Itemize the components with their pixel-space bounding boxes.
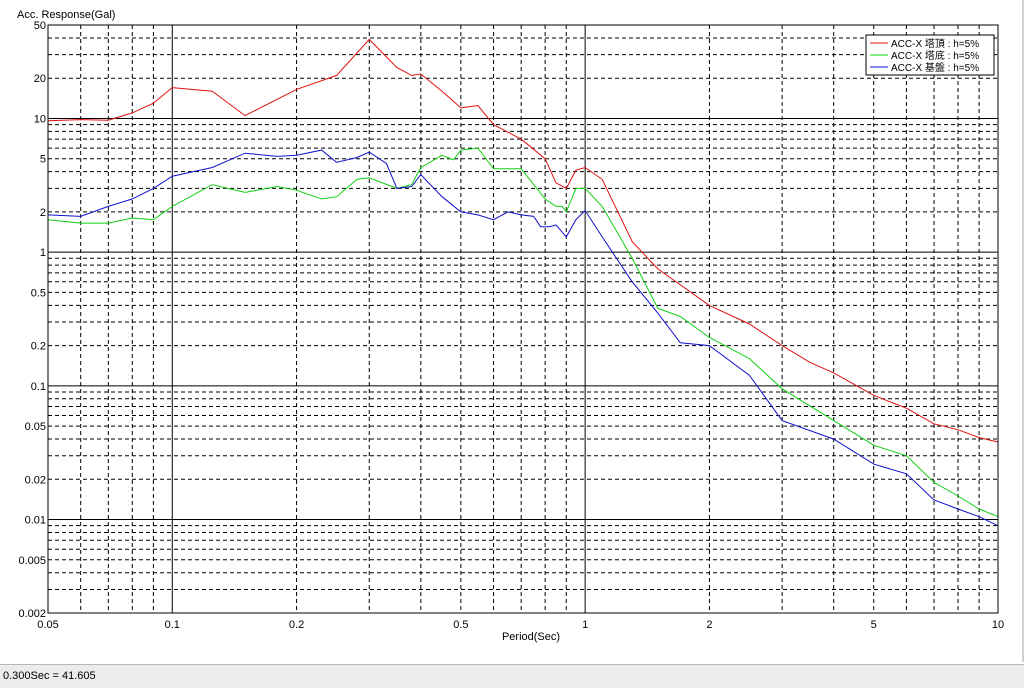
y-tick-label: 10 [34,113,46,125]
y-tick-label: 0.005 [18,555,46,567]
y-tick-label: 50 [34,20,46,32]
series-layer [47,38,999,527]
legend: ACC-X 塔頂 : h=5%ACC-X 塔底 : h=5%ACC-X 基盤 :… [865,34,995,76]
x-tick-label: 0.2 [289,619,304,631]
response-spectrum-chart: Acc. Response(Gal) Period(Sec) 0.05 0.1 0.… [17,9,1004,643]
y-tick-label: 0.01 [25,515,46,527]
y-tick-label: 0.5 [31,287,46,299]
y-tick-label: 0.02 [25,474,46,486]
legend-label-3: ACC-X 基盤 : h=5% [891,61,979,74]
series-line-3 [47,149,999,527]
legend-label-1: ACC-X 塔頂 : h=5% [891,37,979,50]
x-tick-label: 0.05 [37,619,58,631]
y-tick-label: 5 [40,154,46,166]
series-line-1 [47,38,999,443]
y-tick-label: 0.05 [25,421,46,433]
y-tick-label: 0.2 [31,341,46,353]
x-axis-title: Period(Sec) [502,631,560,643]
y-tick-label: 2 [40,207,46,219]
y-axis-title: Acc. Response(Gal) [17,9,115,21]
status-readout: 0.300Sec = 41.605 [3,670,96,682]
y-tick-labels: 0.002 0.005 0.01 0.02 0.05 0.1 0.2 0.5 1 2 5 10 20 50 [18,20,46,620]
x-tick-labels: 0.05 0.1 0.2 0.5 1 2 5 10 [37,619,1004,631]
x-tick-label: 5 [871,619,877,631]
y-tick-label: 20 [34,73,46,85]
chart-window: Acc. Response(Gal) Period(Sec) 0.05 0.1 0.… [17,0,1024,662]
y-tick-label: 0.1 [31,381,46,393]
x-tick-label: 0.1 [165,619,180,631]
y-tick-label: 1 [40,247,46,259]
grid [48,25,998,613]
x-tick-label: 2 [706,619,712,631]
y-tick-label: 0.002 [18,608,46,620]
plot-border [47,24,999,614]
x-tick-label: 0.5 [453,619,468,631]
status-bar: 0.300Sec = 41.605 [0,664,1024,688]
x-tick-label: 10 [992,619,1004,631]
x-tick-label: 1 [582,619,588,631]
legend-label-2: ACC-X 塔底 : h=5% [891,49,979,62]
series-line-2 [47,147,999,518]
